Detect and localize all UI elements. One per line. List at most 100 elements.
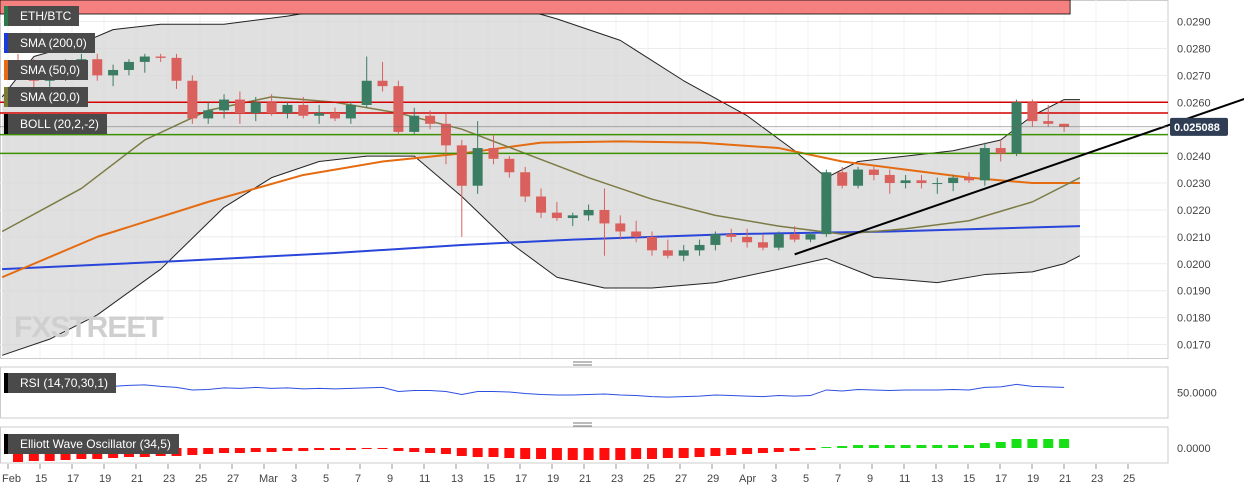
candle-body [171,57,182,81]
date-label: 19 [1027,473,1039,485]
sma50-line [1,140,1080,279]
ewo-bar [504,448,515,458]
candle-body [583,209,594,216]
ewo-bar [44,448,55,461]
y-tick-label: 0.0280 [1177,43,1211,55]
ewo-bar [631,448,642,459]
candle-body [900,180,911,184]
bollinger-band-fill [2,0,1080,356]
candle-body [853,169,864,186]
candle-body [1059,123,1070,127]
candle-body [979,148,990,181]
ewo-bar [964,445,974,448]
date-label: 21 [579,473,591,485]
ewo-bar [13,448,23,462]
candle-body [234,99,245,114]
candle-body [282,104,293,114]
ewo-bar [393,448,404,451]
candle-body [266,102,277,114]
ewo-bar [789,448,800,451]
rsi-frame [0,366,1169,419]
ewo-bar [710,448,721,456]
date-label: 3 [291,473,297,485]
date-label: 15 [35,473,47,485]
ewo-bar [377,448,388,449]
ewo-bar [28,448,39,461]
date-label: 3 [771,473,777,485]
ewo-bar [330,448,340,450]
candle-body [710,234,721,245]
ewo-bar [726,448,737,455]
ewo-bar [314,448,325,450]
candle-body [472,148,483,186]
candle-body [92,59,103,76]
candle-body [108,69,119,76]
legend-item[interactable]: SMA (50,0) [4,60,89,80]
ewo-bar [932,445,943,448]
ewo-bar [979,443,990,448]
candle-body [995,148,1006,154]
ewo-bar [742,448,753,454]
candle-body [298,104,309,116]
date-label: 19 [99,473,111,485]
date-label: 25 [1123,473,1135,485]
legend-item[interactable]: ETH/BTC [4,6,80,26]
candle-body [488,148,499,159]
y-tick-label: 0.0220 [1177,205,1211,217]
legend-item[interactable]: BOLL (20,2,-2) [4,114,107,134]
ewo-bar [425,448,436,453]
candle-body [964,177,974,181]
candle-body [647,236,657,251]
y-tick-label: 0.0260 [1177,97,1211,109]
candle-body [932,183,943,185]
candle-body [345,104,356,119]
candle-body [203,110,214,119]
candle-body [694,244,705,251]
y-tick-label: 0.0190 [1177,286,1211,298]
candle-body [615,223,626,232]
candle-body [742,236,753,243]
ewo-bar [456,448,467,456]
ewo-label[interactable]: Elliott Wave Oscillator (34,5) [4,434,179,454]
date-label: 7 [835,473,841,485]
date-label: 9 [867,473,873,485]
candle-body [837,172,848,186]
ewo-panel: 0.0000 [0,426,1211,464]
ewo-bar [662,448,673,458]
date-axis: Feb 15 17 19 21 23 25 27 Mar 3 5 7 9 11 13 15 17 19 21 23 25… [2,464,1135,485]
y-tick-label: 0.0230 [1177,178,1211,190]
date-label: 13 [451,473,463,485]
date-label: 15 [483,473,495,485]
date-label: 17 [995,473,1007,485]
candle-body [409,115,420,132]
ewo-bar [853,445,864,448]
candle-body [567,215,578,219]
y-tick-label: 0.0180 [1177,313,1211,325]
rsi-line [17,383,1065,398]
y-tick-label: 0.0270 [1177,70,1211,82]
panel-resize-handles[interactable] [573,361,592,427]
date-label: 21 [131,473,143,485]
candle-body [187,80,198,119]
ewo-bar [678,448,689,458]
last-price-value: 0.025088 [1174,122,1220,134]
date-label: Feb [2,473,21,485]
legend-item[interactable]: SMA (20,0) [4,87,89,107]
rsi-label[interactable]: RSI (14,70,30,1) [4,373,117,393]
candle-body [948,177,959,184]
legend-item[interactable]: SMA (200,0) [4,33,95,53]
candle-body [789,234,800,240]
ewo-bar [551,448,562,460]
ewo-bar [647,448,657,459]
rsi-tick-label: 50.0000 [1177,388,1217,400]
y-tick-label: 0.0240 [1177,151,1211,163]
date-label: 25 [195,473,207,485]
ewo-bar [583,448,594,460]
ewo-bar [948,445,959,448]
candle-body [123,61,134,70]
candle-body [662,250,673,256]
candle-body [456,145,467,186]
ewo-bar [567,448,578,460]
ewo-bar [805,448,816,450]
date-label: 23 [1091,473,1103,485]
